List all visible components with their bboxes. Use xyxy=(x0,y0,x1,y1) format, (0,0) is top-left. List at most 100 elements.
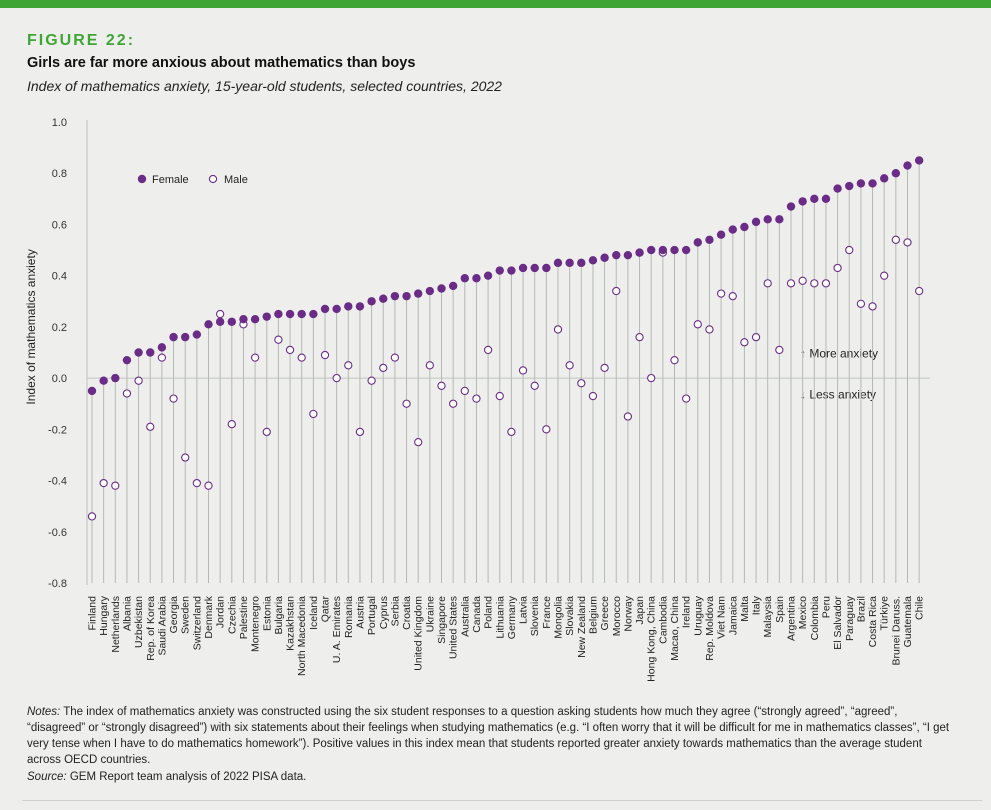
male-point xyxy=(577,379,586,388)
x-category-label: Guatemala xyxy=(902,596,914,648)
x-category-label: Canada xyxy=(471,596,483,633)
male-point xyxy=(204,481,213,490)
male-point xyxy=(146,422,155,431)
male-point xyxy=(880,271,889,280)
male-point xyxy=(542,425,551,434)
notes-text: The index of mathematics anxiety was con… xyxy=(27,706,950,766)
male-point xyxy=(402,399,411,408)
female-point xyxy=(99,376,108,385)
male-point xyxy=(856,299,866,308)
x-category-label: Viet Nam xyxy=(716,596,728,639)
female-point xyxy=(705,235,714,245)
female-point xyxy=(472,274,481,283)
x-category-label: Lithuania xyxy=(494,596,506,639)
male-point xyxy=(297,353,306,362)
female-point xyxy=(600,253,609,262)
x-category-label: Cyprus xyxy=(378,596,390,629)
x-category-label: France xyxy=(541,596,553,629)
male-point xyxy=(262,427,271,437)
top-accent-bar xyxy=(0,0,991,8)
male-point xyxy=(157,353,167,362)
x-category-label: Kazakhstan xyxy=(285,596,297,651)
figure-subtitle: Index of mathematics anxiety, 15-year-ol… xyxy=(27,78,502,94)
x-category-label: Costa Rica xyxy=(867,596,879,648)
x-category-label: United States xyxy=(448,596,460,659)
female-point xyxy=(775,215,784,224)
female-point xyxy=(367,297,376,306)
female-point xyxy=(355,302,365,311)
female-point xyxy=(518,263,528,273)
male-point xyxy=(192,478,201,488)
source-text: GEM Report team analysis of 2022 PISA da… xyxy=(69,771,307,783)
male-point xyxy=(821,279,831,288)
male-point xyxy=(868,302,877,311)
female-point xyxy=(681,245,691,255)
legend-male-label: Male xyxy=(224,174,248,186)
anxiety-dot-chart: -0.8 -0.6 -0.4 -0.2 0.0 0.2 0.4 0.6 0.8 1.0 Index … xyxy=(24,117,930,682)
x-category-label: Hungary xyxy=(98,595,110,635)
category-label-layer: Finland Hungary Netherlands Albania Uzbekist… xyxy=(87,595,926,682)
male-point xyxy=(588,391,598,401)
annotation-more-anxiety: ↑ More anxiety xyxy=(800,347,878,361)
male-point xyxy=(647,373,656,383)
dot-layer xyxy=(87,156,924,521)
x-category-label: Romania xyxy=(343,596,355,638)
female-point xyxy=(181,332,190,342)
female-point xyxy=(728,225,737,234)
male-point xyxy=(414,437,423,447)
female-point xyxy=(204,320,213,329)
female-point xyxy=(379,294,388,303)
male-point xyxy=(169,394,178,403)
female-point xyxy=(192,330,202,339)
female-point xyxy=(320,304,330,314)
x-category-label: Chile xyxy=(914,596,926,620)
female-point xyxy=(588,256,598,265)
figure-label: FIGURE 22: xyxy=(27,32,136,49)
x-category-label: Qatar xyxy=(320,596,332,623)
female-point xyxy=(285,309,295,319)
female-point xyxy=(891,169,901,178)
female-point xyxy=(239,315,248,324)
female-point xyxy=(542,263,551,273)
x-category-label: Albania xyxy=(121,596,133,631)
x-category-label: Latvia xyxy=(518,596,530,624)
female-point xyxy=(250,315,260,324)
female-point xyxy=(390,291,400,301)
male-point xyxy=(530,381,539,390)
male-point xyxy=(623,412,633,421)
female-point xyxy=(448,281,458,291)
male-point xyxy=(448,399,458,408)
x-category-label: Singapore xyxy=(436,596,448,644)
female-point xyxy=(658,245,668,255)
male-point xyxy=(320,350,330,360)
male-point xyxy=(122,389,132,398)
x-category-label: Sweden xyxy=(180,596,192,634)
female-point xyxy=(262,312,271,321)
male-point xyxy=(810,279,819,288)
female-point xyxy=(740,222,749,232)
x-category-label: Hong Kong, China xyxy=(646,596,658,682)
male-point xyxy=(786,279,796,288)
notes-label: Notes: xyxy=(27,706,61,718)
male-point xyxy=(833,263,842,273)
female-point xyxy=(565,258,574,268)
female-point xyxy=(111,373,120,383)
male-point xyxy=(460,386,469,396)
female-point xyxy=(670,245,679,255)
x-category-label: Rep. Moldova xyxy=(704,596,716,661)
x-category-label: Greece xyxy=(599,596,611,631)
x-category-label: Switzerland xyxy=(191,596,203,650)
male-point xyxy=(227,420,236,429)
female-point xyxy=(169,332,178,342)
female-point xyxy=(309,309,318,319)
x-category-label: Uruguay xyxy=(692,595,704,635)
male-point xyxy=(285,345,295,355)
x-category-label: Japan xyxy=(634,596,646,625)
male-point xyxy=(134,376,143,385)
female-point xyxy=(344,302,353,311)
female-point xyxy=(880,174,889,183)
bottom-rule xyxy=(22,800,982,801)
male-point xyxy=(332,373,341,383)
x-category-label: Saudi Arabia xyxy=(156,596,168,656)
female-point xyxy=(157,343,167,352)
